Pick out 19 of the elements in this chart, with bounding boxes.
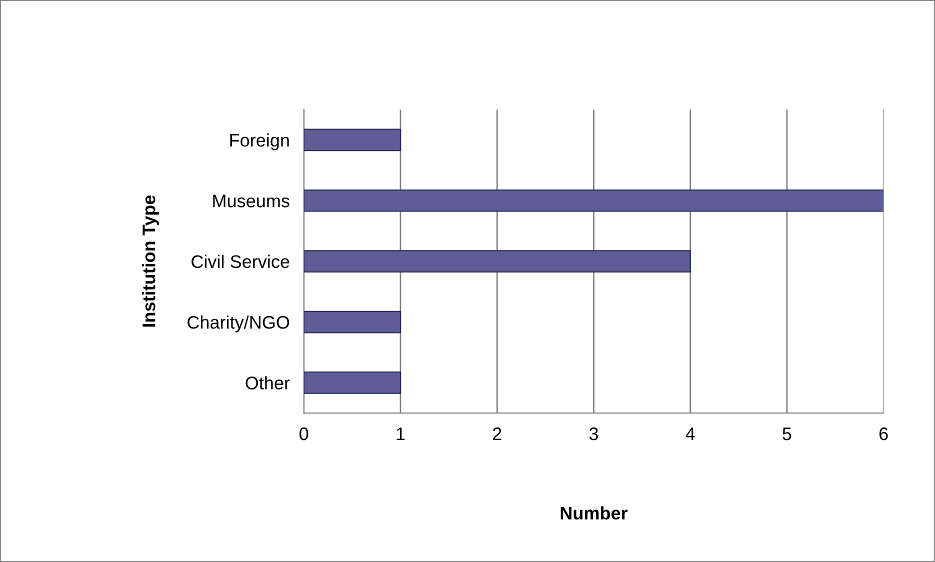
bar (304, 372, 402, 394)
x-tick-label: 6 (879, 427, 888, 440)
x-tick-label: 2 (492, 427, 502, 440)
x-tick-label: 3 (589, 427, 598, 440)
y-tick-label: Museums (213, 194, 290, 208)
y-tick-label: Foreign (230, 133, 289, 150)
bar (304, 250, 691, 273)
x-tick-label: 5 (782, 428, 792, 440)
bar (304, 128, 402, 152)
y-axis-title: Institution Type (142, 195, 159, 327)
y-tick-label: Civil Service (192, 254, 290, 268)
bar (304, 310, 402, 334)
x-tick-label: 0 (300, 427, 308, 440)
bar (304, 189, 884, 212)
x-tick-label: 4 (686, 428, 695, 440)
x-axis-title: Number (560, 506, 628, 520)
x-tick-label: 1 (396, 428, 405, 440)
y-tick-label: Other (246, 376, 290, 390)
y-tick-label: Charity/NGO (188, 315, 290, 332)
